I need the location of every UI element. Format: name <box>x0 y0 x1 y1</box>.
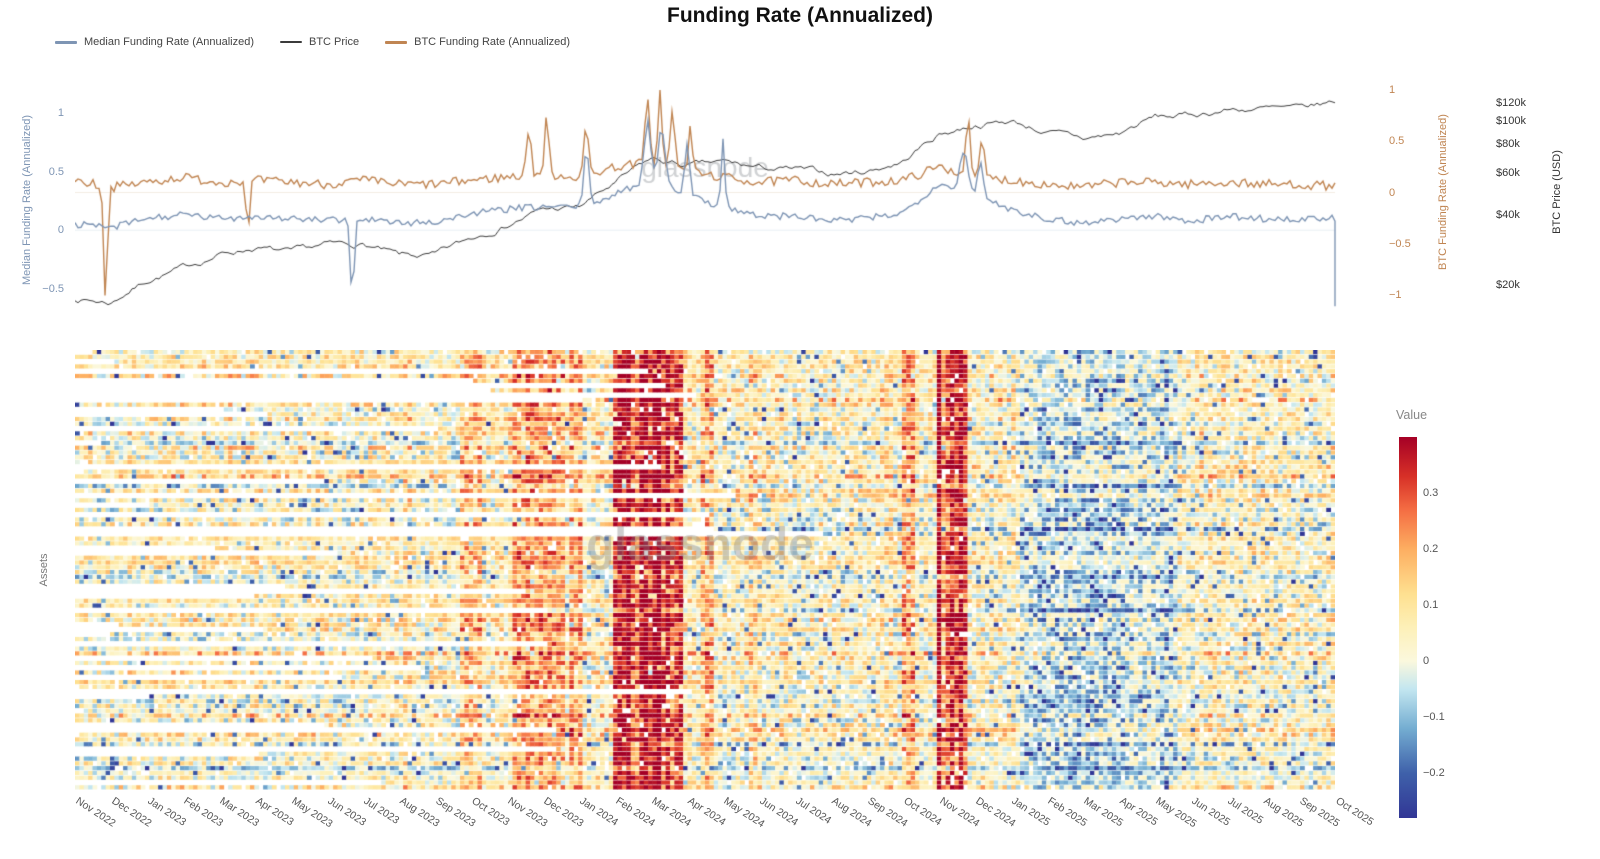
legend-label-btc-funding: BTC Funding Rate (Annualized) <box>414 36 571 48</box>
btc-funding-axis-tick: 0 <box>1389 186 1396 199</box>
heatmap-x-tick: Feb 2023 <box>181 795 226 830</box>
colorbar-tick: 0.1 <box>1423 599 1439 612</box>
colorbar-tick: −0.2 <box>1423 767 1445 780</box>
heatmap-x-tick: Apr 2023 <box>253 795 296 829</box>
heatmap-x-tick: Mar 2023 <box>217 795 262 830</box>
legend-item-btc-funding[interactable]: BTC Funding Rate (Annualized) <box>385 36 570 48</box>
legend-label-btc-price: BTC Price <box>309 36 360 48</box>
legend-swatch-btc-funding <box>385 40 408 44</box>
btc-price-axis-tick: $100k <box>1496 115 1526 128</box>
heatmap-x-tick: Jul 2025 <box>1225 795 1266 827</box>
heatmap-x-tick: Feb 2025 <box>1045 795 1090 830</box>
colorbar-tick: 0.3 <box>1423 487 1439 500</box>
legend-item-median-funding[interactable]: Median Funding Rate (Annualized) <box>55 36 254 48</box>
colorbar-tick: −0.1 <box>1423 711 1445 724</box>
median-funding-axis-title: Median Funding Rate (Annualized) <box>21 115 33 285</box>
btc-price-axis-tick: $120k <box>1496 96 1526 109</box>
legend-item-btc-price[interactable]: BTC Price <box>280 36 359 48</box>
colorbar-tick: 0 <box>1423 655 1430 668</box>
colorbar-title: Value <box>1396 408 1428 422</box>
heatmap-x-tick: Oct 2025 <box>1333 795 1376 829</box>
heatmap-x-tick: Jul 2023 <box>361 795 402 827</box>
btc-price-axis-tick: $80k <box>1496 138 1520 151</box>
chart-legend: Median Funding Rate (Annualized) BTC Pri… <box>55 36 570 48</box>
assets-axis-title: Assets <box>38 553 50 587</box>
median-axis-tick: 0.5 <box>48 165 64 178</box>
heatmap-x-tick: Jan 2023 <box>145 795 189 829</box>
colorbar-gradient <box>1399 437 1417 818</box>
legend-swatch-btc-price <box>280 41 302 43</box>
heatmap-x-tick: Oct 2023 <box>469 795 512 829</box>
heatmap-canvas[interactable] <box>75 350 1335 790</box>
btc-price-axis-tick: $40k <box>1496 208 1520 221</box>
btc-funding-axis-tick: −1 <box>1389 289 1402 301</box>
btc-price-axis-tick: $20k <box>1496 279 1520 291</box>
btc-price-axis-tick: $60k <box>1496 167 1520 180</box>
heatmap-x-tick: Oct 2024 <box>901 795 944 829</box>
btc-price-axis-title: BTC Price (USD) <box>1551 150 1563 234</box>
heatmap-x-tick: Mar 2024 <box>649 795 694 830</box>
btc-funding-axis-tick: −0.5 <box>1389 237 1411 250</box>
heatmap-x-tick: Jan 2024 <box>577 795 621 829</box>
line-chart-canvas[interactable] <box>75 85 1337 320</box>
heatmap-x-tick: Mar 2025 <box>1081 795 1126 830</box>
btc-funding-axis-tick: 0.5 <box>1389 135 1405 148</box>
legend-swatch-median <box>55 40 77 44</box>
legend-label-median: Median Funding Rate (Annualized) <box>84 36 254 48</box>
median-axis-tick: −0.5 <box>42 282 64 295</box>
colorbar-tick: 0.2 <box>1423 543 1439 556</box>
median-axis-tick: 0 <box>57 224 64 237</box>
heatmap-x-tick: Apr 2024 <box>685 795 728 829</box>
btc-funding-axis-title: BTC Funding Rate (Annualized) <box>1437 114 1449 270</box>
heatmap-x-tick: Jul 2024 <box>793 795 834 827</box>
heatmap-x-tick: Feb 2024 <box>613 795 658 830</box>
btc-funding-axis-tick: 1 <box>1389 84 1396 96</box>
page-title: Funding Rate (Annualized) <box>667 4 933 27</box>
heatmap-x-tick: Apr 2025 <box>1117 795 1160 829</box>
median-axis-tick: 1 <box>57 107 64 120</box>
heatmap-x-tick: Jan 2025 <box>1009 795 1053 829</box>
